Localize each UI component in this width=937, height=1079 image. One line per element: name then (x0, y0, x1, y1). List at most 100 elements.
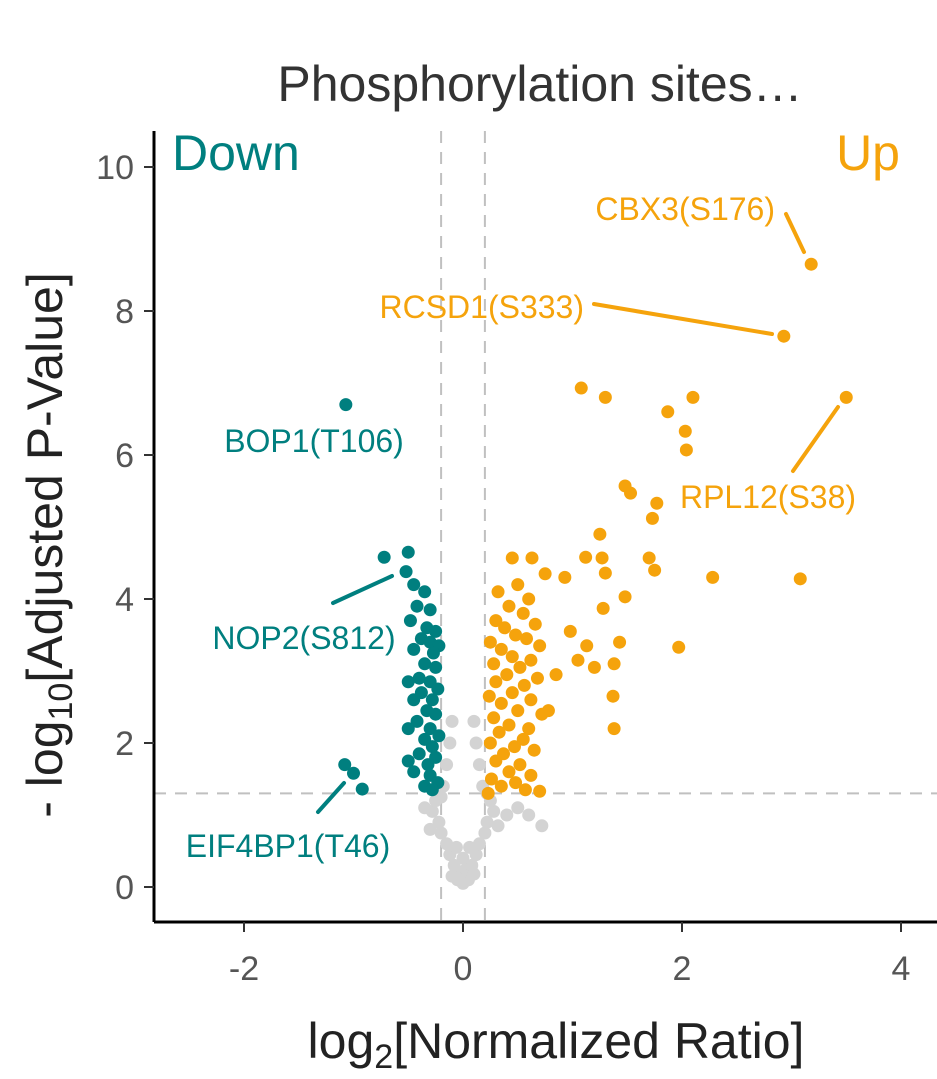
point-down (412, 747, 426, 761)
point-not-significant (467, 867, 481, 881)
point-down (338, 758, 352, 772)
point-not-significant (478, 826, 492, 840)
point-up (494, 642, 508, 656)
point-up (516, 732, 530, 746)
point-up (579, 550, 593, 564)
point-not-significant (487, 804, 501, 818)
point-up (606, 689, 620, 703)
point-up (587, 660, 601, 674)
point-down (401, 675, 415, 689)
point-down (355, 782, 369, 796)
point-up (482, 689, 496, 703)
point-not-significant (472, 758, 486, 772)
point-not-significant (443, 736, 457, 750)
point-up (595, 551, 609, 565)
point-up (524, 693, 538, 707)
point-down (403, 614, 417, 628)
up-region-label: Up (836, 125, 900, 181)
point-up (648, 563, 662, 577)
point-up (650, 496, 664, 510)
point-up (524, 653, 538, 667)
point-down (429, 624, 443, 638)
point-up (530, 671, 544, 685)
point-down (339, 398, 353, 412)
x-axis-title: log2[Normalized Ratio] (308, 1013, 805, 1076)
point-up (513, 660, 527, 674)
annotation-label-rpl12-s38: RPL12(S38) (680, 479, 856, 515)
point-up (839, 390, 853, 404)
annotation-label-eif4bp1-t46: EIF4BP1(T46) (186, 828, 391, 864)
point-up (492, 725, 506, 739)
point-down (347, 766, 360, 780)
point-down (423, 603, 437, 617)
point-not-significant (445, 714, 459, 728)
y-tick-label: 8 (115, 293, 134, 331)
point-not-significant (491, 819, 505, 833)
point-not-significant (432, 815, 446, 829)
point-up (491, 585, 505, 599)
point-down (426, 646, 440, 660)
point-not-significant (480, 815, 494, 829)
point-not-significant (440, 758, 454, 772)
point-up (593, 527, 607, 541)
point-up (607, 657, 621, 671)
point-not-significant (423, 822, 437, 836)
point-up (558, 570, 572, 584)
point-not-significant (434, 826, 448, 840)
point-down (421, 758, 435, 772)
point-down (431, 682, 445, 696)
point-up (598, 566, 612, 580)
point-up (678, 424, 692, 438)
point-down (410, 714, 424, 728)
point-up (489, 754, 503, 768)
point-down (429, 707, 443, 721)
point-up (549, 668, 563, 682)
y-tick-label: 0 (115, 869, 134, 907)
point-up (522, 592, 536, 606)
chart-title: Phosphorylation sites… (277, 56, 802, 112)
x-axis-title-subscript: 2 (374, 1038, 393, 1076)
y-tick-label: 2 (115, 725, 134, 763)
point-not-significant (447, 858, 461, 872)
point-not-significant (449, 840, 463, 854)
point-not-significant (463, 840, 477, 854)
point-up (502, 718, 516, 732)
point-up (505, 551, 519, 565)
point-down (425, 783, 439, 797)
x-axis-title-prefix: log (308, 1013, 375, 1069)
point-annotations: CBX3(S176) RCSD1(S333) RPL12(S38) BOP1(T106… (186, 191, 856, 864)
point-up (613, 635, 627, 649)
data-points (338, 257, 853, 890)
down-region-label: Down (172, 125, 300, 181)
point-up (520, 632, 534, 646)
x-axis-ticks: -2 0 2 4 (229, 922, 911, 988)
point-down (432, 729, 446, 743)
point-down (407, 765, 421, 779)
annotation-label-nop2-s812: NOP2(S812) (212, 620, 395, 656)
annotation-connector-cbx3-s176 (784, 212, 806, 254)
point-down (407, 578, 421, 592)
point-up (804, 257, 818, 271)
point-up (509, 776, 523, 790)
point-down (399, 565, 413, 579)
x-tick-label: -2 (229, 950, 259, 988)
annotation-connector-rpl12-s38 (791, 405, 840, 473)
point-up (525, 551, 539, 565)
point-not-significant (511, 801, 525, 815)
point-up (642, 551, 656, 565)
point-up (571, 653, 585, 667)
point-up (607, 722, 621, 736)
y-axis-ticks: 0 2 4 6 8 10 (96, 149, 154, 907)
point-down (423, 722, 437, 736)
y-tick-label: 6 (115, 437, 134, 475)
point-up (502, 599, 516, 613)
point-up (487, 711, 501, 725)
point-up (511, 578, 525, 592)
annotation-connector-nop2-s812 (331, 574, 394, 605)
point-up (672, 640, 686, 654)
threshold-guides (154, 131, 937, 922)
point-not-significant (434, 790, 448, 804)
point-down (412, 671, 426, 685)
point-down (425, 740, 439, 754)
x-tick-label: 4 (892, 950, 911, 988)
